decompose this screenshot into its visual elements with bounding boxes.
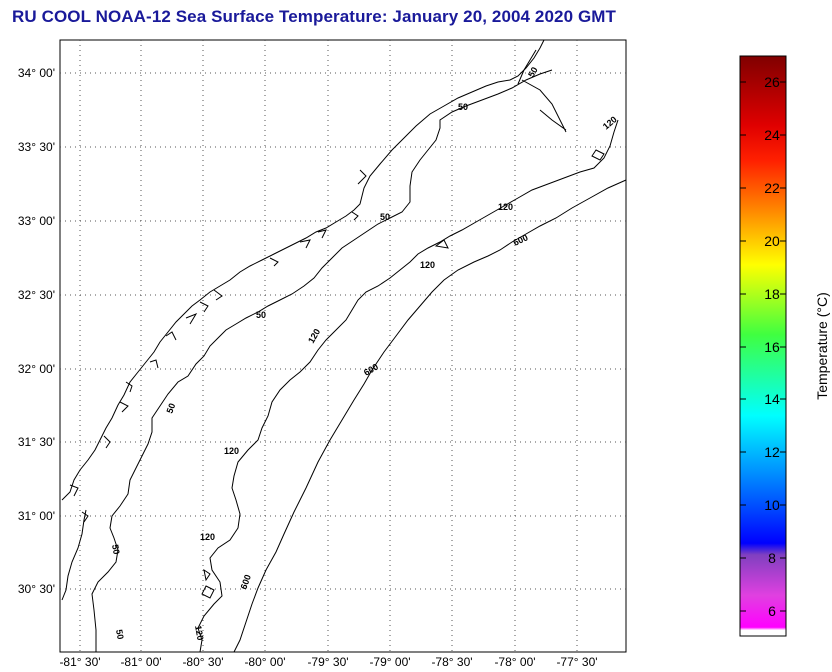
lon-tick-label: -78° 00' bbox=[494, 655, 535, 669]
colorbar-tick-label: 8 bbox=[768, 550, 776, 566]
colorbar-tick-label: 24 bbox=[764, 127, 780, 143]
isobath-600 bbox=[233, 179, 627, 653]
lon-tick-label: -78° 30' bbox=[431, 655, 472, 669]
colorbar-tick-label: 20 bbox=[764, 233, 780, 249]
contour-label-600: 600 bbox=[238, 573, 253, 591]
coastline-south bbox=[61, 509, 87, 601]
contour-label-120: 120 bbox=[200, 532, 215, 542]
lon-tick-label: -81° 00' bbox=[120, 655, 161, 669]
contour-label-120: 120 bbox=[224, 446, 239, 456]
isobath-120 bbox=[197, 119, 619, 653]
lat-tick-label: 31° 00' bbox=[18, 509, 55, 523]
map-title: RU COOL NOAA-12 Sea Surface Temperature:… bbox=[12, 7, 617, 26]
lon-tick-label: -81° 30' bbox=[59, 655, 100, 669]
contour-label-120: 120 bbox=[498, 202, 513, 212]
lon-tick-label: -79° 00' bbox=[369, 655, 410, 669]
colorbar-tick-label: 10 bbox=[764, 497, 780, 513]
colorbar-title: Temperature (°C) bbox=[814, 292, 830, 400]
coastline-inlets bbox=[69, 49, 567, 523]
colorbar-tick-label: 26 bbox=[764, 74, 780, 90]
lat-tick-label: 31° 30' bbox=[18, 435, 55, 449]
lat-tick-label: 34° 00' bbox=[18, 66, 55, 80]
lon-tick-label: -80° 00' bbox=[244, 655, 285, 669]
contour-label-50: 50 bbox=[110, 544, 122, 556]
contour-label-50: 50 bbox=[526, 65, 540, 79]
lon-tick-label: -79° 30' bbox=[307, 655, 348, 669]
colorbar bbox=[739, 55, 787, 637]
lat-tick-label: 32° 00' bbox=[18, 362, 55, 376]
lat-tick-label: 33° 00' bbox=[18, 214, 55, 228]
contour-label-50: 50 bbox=[458, 102, 468, 112]
lon-tick-label: -77° 30' bbox=[556, 655, 597, 669]
colorbar-tick-label: 16 bbox=[764, 339, 780, 355]
colorbar-tick-label: 12 bbox=[764, 444, 780, 460]
lat-tick-label: 32° 30' bbox=[18, 288, 55, 302]
lon-tick-label: -80° 30' bbox=[182, 655, 223, 669]
contour-label-50: 50 bbox=[256, 310, 266, 320]
lat-tick-label: 30° 30' bbox=[18, 582, 55, 596]
contour-label-50: 50 bbox=[114, 629, 126, 641]
isobath-120-spurs bbox=[201, 149, 605, 599]
contour-label-50: 50 bbox=[164, 402, 177, 415]
map-frame bbox=[59, 39, 627, 653]
colorbar-tick-label: 18 bbox=[764, 286, 780, 302]
coastline bbox=[61, 39, 545, 501]
colorbar-tick-label: 6 bbox=[768, 603, 776, 619]
isobath-50 bbox=[91, 69, 553, 652]
contour-label-120: 120 bbox=[420, 260, 435, 270]
colorbar-tick-label: 22 bbox=[764, 180, 780, 196]
contour-label-120: 120 bbox=[193, 625, 205, 642]
lat-tick-label: 33° 30' bbox=[18, 140, 55, 154]
colorbar-tick-label: 14 bbox=[764, 391, 780, 407]
contour-label-50: 50 bbox=[380, 212, 390, 222]
graticule bbox=[60, 40, 626, 652]
